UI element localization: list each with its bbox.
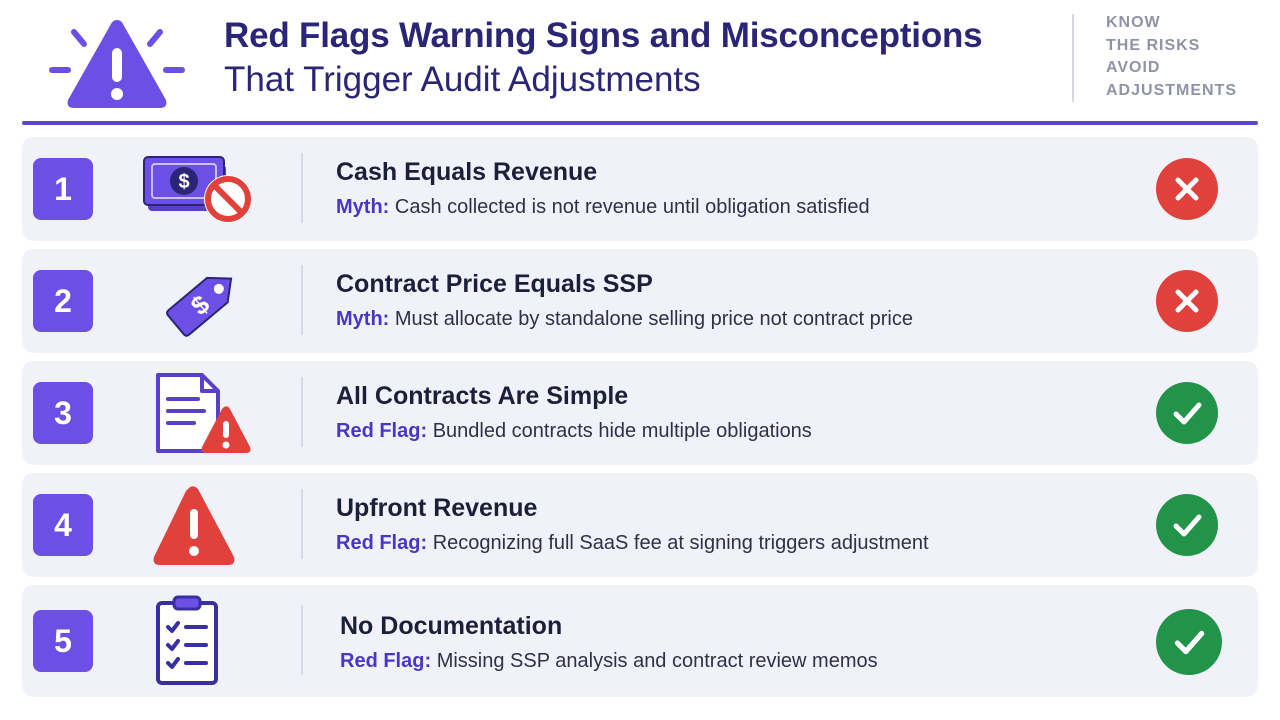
- item-number-badge: 2: [33, 270, 93, 332]
- item-text: No Documentation Red Flag: Missing SSP a…: [340, 610, 1140, 676]
- header-divider: [1072, 14, 1074, 102]
- list-item: 1 $ Cash Equals Revenue Myth: Cash colle…: [22, 137, 1258, 241]
- cash-prohibited-icon: $: [143, 156, 252, 223]
- list-item: 5 No Documentation Red Flag: Missing SSP…: [22, 585, 1258, 697]
- check-mark-icon: [1156, 609, 1222, 675]
- tagline-line: THE RISKS: [1106, 36, 1201, 54]
- item-detail: Cash collected is not revenue until obli…: [394, 196, 870, 218]
- list-item: 4 Upfront Revenue Red Flag: Recognizing …: [22, 473, 1258, 577]
- title-line-2: That Trigger Audit Adjustments: [224, 60, 701, 99]
- item-description: Red Flag: Recognizing full SaaS fee at s…: [336, 528, 1136, 558]
- header: Red Flags Warning Signs and Misconceptio…: [0, 0, 1280, 125]
- item-detail: Bundled contracts hide multiple obligati…: [432, 420, 812, 442]
- item-description: Myth: Must allocate by standalone sellin…: [336, 304, 1136, 334]
- tagline-line: ADJUSTMENTS: [1106, 81, 1238, 99]
- item-number-badge: 3: [33, 382, 93, 444]
- item-description: Myth: Cash collected is not revenue unti…: [336, 192, 1136, 222]
- item-text: Contract Price Equals SSP Myth: Must all…: [336, 268, 1136, 334]
- price-tag-icon: $: [166, 276, 233, 337]
- item-title: Contract Price Equals SSP: [336, 270, 653, 298]
- item-label: Red Flag:: [336, 532, 428, 554]
- item-label: Myth:: [336, 196, 390, 218]
- item-label: Red Flag:: [340, 650, 432, 672]
- item-number-badge: 4: [33, 494, 93, 556]
- title-line-1: Red Flags Warning Signs and Misconceptio…: [224, 16, 983, 55]
- x-mark-icon: [1156, 158, 1218, 220]
- row-divider: [301, 265, 303, 335]
- item-number-badge: 5: [33, 610, 93, 672]
- list-item: 3 All Contracts Are Simple Red Flag: Bun…: [22, 361, 1258, 465]
- items-list: 1 $ Cash Equals Revenue Myth: Cash colle…: [22, 137, 1258, 705]
- clipboard-checklist-icon: [156, 595, 218, 685]
- item-label: Red Flag:: [336, 420, 428, 442]
- document-warning-icon: [156, 373, 251, 453]
- tagline: KNOW THE RISKS AVOID ADJUSTMENTS: [1106, 12, 1276, 102]
- x-mark-icon: [1156, 270, 1218, 332]
- item-label: Myth:: [336, 308, 390, 330]
- row-divider: [301, 605, 303, 675]
- row-divider: [301, 377, 303, 447]
- item-text: Upfront Revenue Red Flag: Recognizing fu…: [336, 492, 1136, 558]
- item-detail: Must allocate by standalone selling pric…: [394, 308, 913, 330]
- tagline-line: AVOID: [1106, 59, 1161, 76]
- svg-text:$: $: [178, 171, 189, 193]
- warning-triangle-icon: [153, 486, 235, 565]
- item-title: All Contracts Are Simple: [336, 382, 629, 410]
- row-divider: [301, 489, 303, 559]
- list-item: 2 $ Contract Price Equals SSP Myth: Must…: [22, 249, 1258, 353]
- tagline-line: KNOW: [1106, 14, 1161, 31]
- item-title: Cash Equals Revenue: [336, 158, 598, 186]
- page-title: Red Flags Warning Signs and Misconceptio…: [224, 14, 1064, 102]
- item-detail: Missing SSP analysis and contract review…: [436, 650, 878, 672]
- check-mark-icon: [1156, 494, 1218, 556]
- item-text: All Contracts Are Simple Red Flag: Bundl…: [336, 380, 1136, 446]
- item-detail: Recognizing full SaaS fee at signing tri…: [432, 532, 929, 554]
- warning-triangle-icon: [49, 20, 185, 108]
- item-description: Red Flag: Missing SSP analysis and contr…: [340, 646, 1140, 676]
- item-text: Cash Equals Revenue Myth: Cash collected…: [336, 156, 1136, 222]
- check-mark-icon: [1156, 382, 1218, 444]
- row-divider: [301, 153, 303, 223]
- item-number-badge: 1: [33, 158, 93, 220]
- item-title: No Documentation: [340, 612, 563, 640]
- header-rule: [22, 121, 1258, 125]
- item-description: Red Flag: Bundled contracts hide multipl…: [336, 416, 1136, 446]
- item-title: Upfront Revenue: [336, 494, 538, 522]
